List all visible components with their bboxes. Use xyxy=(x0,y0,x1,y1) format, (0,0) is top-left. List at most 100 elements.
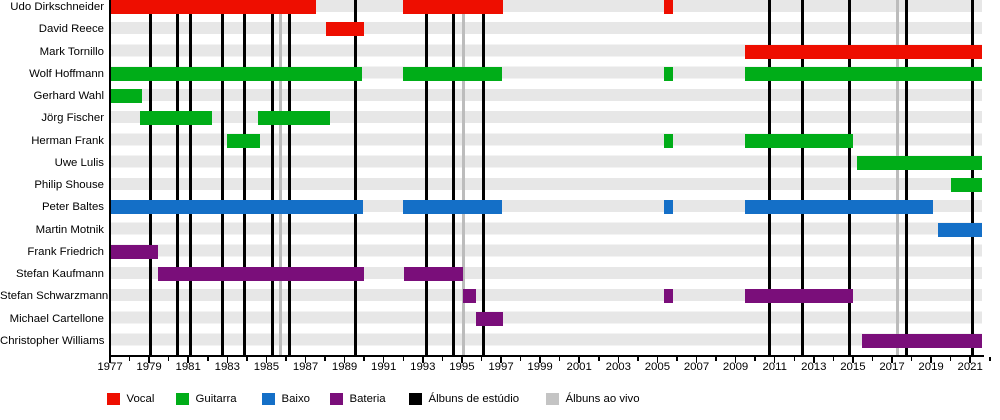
studio-album-line xyxy=(175,0,179,356)
x-axis-minor-tick xyxy=(246,357,248,361)
x-axis-tick-label: 1979 xyxy=(136,361,162,373)
x-axis-tick-label: 1977 xyxy=(97,361,123,373)
legend-item: Vocal xyxy=(107,392,154,406)
legend-label: Álbuns ao vivo xyxy=(565,393,640,405)
member-label: Herman Frank xyxy=(31,134,104,147)
studio-album-line xyxy=(768,0,772,356)
legend-swatch xyxy=(176,392,189,406)
timeline-bar xyxy=(110,0,317,14)
timeline-bar xyxy=(937,222,982,237)
studio-album-line xyxy=(220,0,224,356)
timeline-bar xyxy=(664,66,674,81)
x-axis-tick-label: 1989 xyxy=(331,361,358,373)
x-axis-major-tick xyxy=(656,357,659,363)
x-axis-major-tick xyxy=(500,357,502,363)
x-axis-minor-tick xyxy=(598,357,600,361)
x-axis-tick-label: 1987 xyxy=(292,361,319,373)
x-axis-major-tick xyxy=(578,357,580,363)
x-axis-major-tick xyxy=(930,357,932,363)
timeline-bar xyxy=(403,200,502,215)
studio-album-line xyxy=(905,0,909,356)
member-label: Gerhard Wahl xyxy=(33,90,104,102)
timeline-bar xyxy=(664,0,674,14)
timeline-bar xyxy=(326,22,365,37)
member-label: Michael Cartellone xyxy=(9,312,104,325)
x-axis-tick-label: 2005 xyxy=(644,361,671,373)
timeline-bar xyxy=(257,111,330,126)
x-axis-tick-label: 2017 xyxy=(879,361,905,373)
x-axis-major-tick xyxy=(813,357,815,363)
timeline-bar xyxy=(110,244,158,259)
member-label: Jörg Fischer xyxy=(41,112,104,125)
x-axis-major-tick xyxy=(343,357,346,363)
member-label: David Reece xyxy=(38,23,104,36)
x-axis-minor-tick xyxy=(949,357,952,361)
legend-item: Baixo xyxy=(262,392,310,406)
timeline-bar xyxy=(110,200,364,215)
x-axis-minor-tick xyxy=(167,357,170,361)
member-label: Stefan Schwarzmann xyxy=(0,290,109,303)
legend-swatch xyxy=(262,392,275,406)
x-axis-minor-tick xyxy=(519,357,522,361)
timeline-bar xyxy=(664,200,674,215)
legend-label: Baixo xyxy=(281,393,311,405)
x-axis-tick-label: 2019 xyxy=(918,361,944,373)
member-labels-column: Udo Dirkschneider David Reece Mark Tornill… xyxy=(0,0,109,356)
legend-item: Álbuns ao vivo xyxy=(546,392,640,406)
x-axis-major-tick xyxy=(148,357,150,363)
timeline-bar xyxy=(110,89,143,103)
x-axis-minor-tick xyxy=(480,357,483,361)
timeline-bar xyxy=(157,267,365,281)
studio-album-line xyxy=(353,0,357,356)
member-label: Udo Dirkschneider xyxy=(10,1,104,13)
legend-label: Vocal xyxy=(126,393,155,405)
x-axis-tick-label: 1999 xyxy=(527,361,553,373)
x-axis-tick-label: 1993 xyxy=(410,361,436,373)
x-axis-tick-label: 2011 xyxy=(762,361,787,373)
live-album-line xyxy=(896,0,900,356)
studio-album-line xyxy=(270,0,274,356)
legend-item: Guitarra xyxy=(176,392,237,406)
x-axis-tick-label: 2015 xyxy=(840,361,866,373)
studio-album-line xyxy=(188,0,192,356)
x-axis-tick-label: 2007 xyxy=(683,361,710,373)
timeline-bar xyxy=(745,66,982,81)
member-label: Frank Friedrich xyxy=(27,245,104,258)
member-label: Mark Tornillo xyxy=(39,45,104,58)
timeline-bar xyxy=(745,133,853,148)
timeline-bar xyxy=(403,0,503,14)
legend-swatch xyxy=(330,392,343,406)
x-axis-minor-tick xyxy=(910,357,913,361)
x-axis-minor-tick xyxy=(363,357,365,361)
x-axis-major-tick xyxy=(382,357,385,363)
x-axis-minor-tick xyxy=(676,357,678,361)
live-album-line xyxy=(278,0,282,356)
x-axis-major-tick xyxy=(773,357,776,363)
x-axis-minor-tick xyxy=(637,357,639,361)
studio-album-line xyxy=(243,0,247,356)
plot-area: 1977 1979 1981 1983 1985 1987 1989 1991 1993 1995… xyxy=(97,0,991,373)
x-axis-tick-label: 1985 xyxy=(253,361,280,373)
x-axis-major-tick xyxy=(461,357,463,363)
member-label: Peter Baltes xyxy=(41,201,104,214)
x-axis-tick-label: 1991 xyxy=(371,361,397,373)
x-axis-major-tick xyxy=(109,357,111,363)
x-axis-minor-tick xyxy=(207,357,209,361)
x-axis-tick-label: 1995 xyxy=(449,361,475,373)
live-album-line xyxy=(462,0,466,356)
timeline-bar xyxy=(110,66,363,81)
timeline-bar xyxy=(664,133,674,148)
x-axis-major-tick xyxy=(539,357,541,363)
x-axis-major-tick xyxy=(226,357,229,363)
member-label: Christopher Williams xyxy=(0,334,105,347)
x-axis-tick-label: 1981 xyxy=(175,361,201,373)
x-axis-line xyxy=(108,355,984,357)
member-label: Philip Shouse xyxy=(34,179,104,191)
x-axis-minor-tick xyxy=(989,357,991,361)
timeline-bar xyxy=(745,289,853,304)
x-axis-major-tick xyxy=(617,357,620,363)
timeline-bar xyxy=(404,267,463,281)
x-axis-tick-label: 2013 xyxy=(801,361,827,373)
member-label: Stefan Kaufmann xyxy=(15,268,104,280)
x-axis-major-tick xyxy=(304,357,307,363)
